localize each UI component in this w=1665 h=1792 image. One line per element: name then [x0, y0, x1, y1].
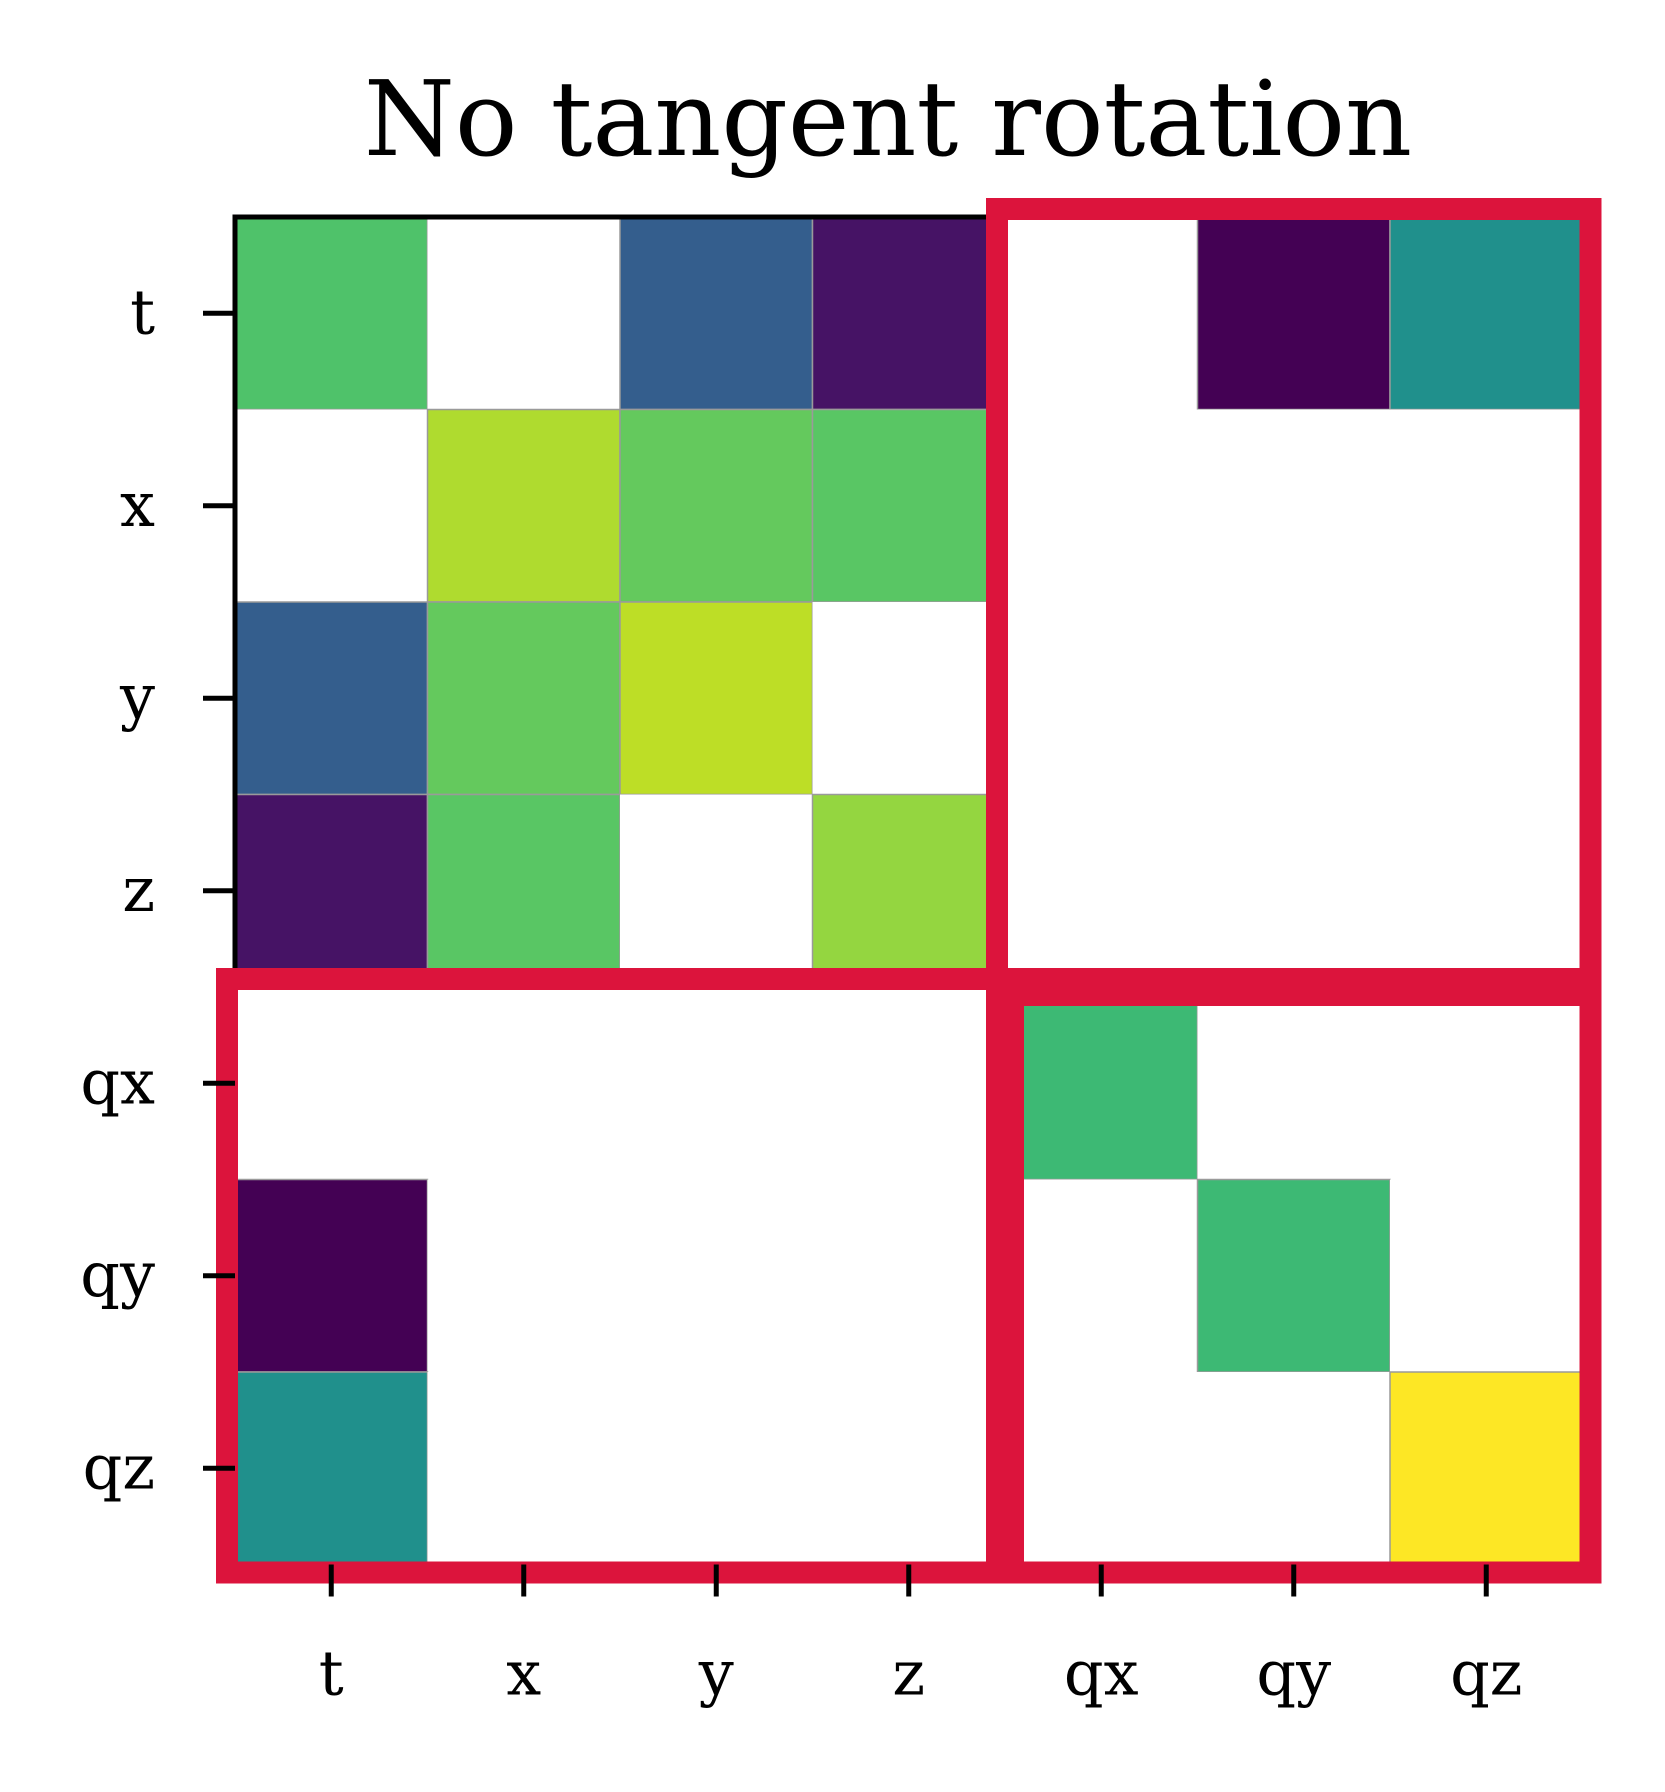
x-tick-label-y: y — [698, 1637, 734, 1710]
chart-title: No tangent rotation — [364, 58, 1412, 180]
heatmap-cell-z-qz — [1390, 794, 1583, 987]
heatmap-cell-z-y — [620, 794, 813, 987]
y-tick-label-qz: qz — [83, 1430, 155, 1503]
x-tick-label-z: z — [892, 1637, 925, 1710]
y-tick-label-z: z — [122, 853, 155, 926]
heatmap-cell-y-x — [426, 601, 621, 796]
x-tick-label-qz: qz — [1450, 1637, 1522, 1710]
heatmap-cell-qx-qy — [1197, 987, 1390, 1180]
heatmap-cell-x-qx — [1005, 409, 1198, 602]
heatmap-cell-z-qy — [1197, 794, 1390, 987]
heatmap-cell-qy-z — [812, 1179, 1005, 1372]
x-tick-labels: t x y z qx qy qz — [319, 1637, 1523, 1710]
y-tick-labels: t x y z qx qy qz — [80, 275, 155, 1503]
heatmap-cell-t-t — [234, 216, 429, 411]
heatmap-cell-qx-z — [812, 987, 1005, 1180]
heatmap-cell-qz-z — [812, 1372, 1005, 1565]
x-tick-label-qy: qy — [1256, 1637, 1331, 1710]
heatmap-cell-qx-y — [620, 987, 813, 1180]
y-tick-label-qx: qx — [80, 1045, 155, 1118]
y-tick-label-qy: qy — [80, 1238, 155, 1311]
heatmap-cell-qy-y — [620, 1179, 813, 1372]
heatmap-cell-t-qy — [1196, 216, 1391, 411]
heatmap-cell-qz-t — [234, 1371, 429, 1566]
axis-ticks — [203, 310, 1489, 1597]
heatmap-cell-y-t — [234, 601, 429, 796]
heatmap-cell-y-z — [812, 602, 1005, 795]
heatmap-cell-x-z — [811, 408, 1006, 603]
heatmap-cell-qz-qx — [1005, 1372, 1198, 1565]
heatmap-cells — [234, 216, 1584, 1566]
heatmap-cell-qz-y — [620, 1372, 813, 1565]
x-tick-label-x: x — [506, 1637, 541, 1710]
heatmap-cell-y-qx — [1005, 602, 1198, 795]
heatmap-cell-qy-qy — [1196, 1178, 1391, 1373]
heatmap-cell-z-x — [426, 793, 621, 988]
heatmap-cell-qy-x — [427, 1179, 620, 1372]
heatmap-cell-z-z — [811, 793, 1006, 988]
heatmap-cell-y-y — [619, 601, 814, 796]
x-tick-label-qx: qx — [1064, 1637, 1139, 1710]
heatmap-cell-t-qx — [1005, 217, 1198, 410]
heatmap-cell-qy-qz — [1390, 1179, 1583, 1372]
y-tick-label-t: t — [130, 275, 155, 348]
y-tick-label-x: x — [120, 468, 155, 541]
heatmap-cell-t-qz — [1389, 216, 1584, 411]
heatmap-cell-qy-qx — [1005, 1179, 1198, 1372]
heatmap-cell-qx-qx — [1004, 986, 1199, 1181]
heatmap-cell-x-x — [426, 408, 621, 603]
y-tick-label-y: y — [119, 660, 155, 733]
highlight-block-1 — [986, 198, 1602, 1006]
heatmap-cell-x-t — [235, 409, 428, 602]
heatmap-cell-y-qy — [1197, 602, 1390, 795]
heatmap-cell-x-qy — [1197, 409, 1390, 602]
heatmap-cell-qz-qy — [1197, 1372, 1390, 1565]
heatmap-cell-t-y — [619, 216, 814, 411]
heatmap-cell-qx-t — [235, 987, 428, 1180]
heatmap-cell-qz-x — [427, 1372, 620, 1565]
x-tick-label-t: t — [319, 1637, 344, 1710]
heatmap-cell-z-t — [234, 793, 429, 988]
heatmap-cell-z-qx — [1005, 794, 1198, 987]
heatmap-cell-qx-x — [427, 987, 620, 1180]
heatmap-cell-x-qz — [1390, 409, 1583, 602]
heatmap-cell-qz-qz — [1389, 1371, 1584, 1566]
heatmap-cell-t-z — [811, 216, 1006, 411]
heatmap-cell-y-qz — [1390, 602, 1583, 795]
heatmap-cell-t-x — [427, 217, 620, 410]
heatmap-cell-x-y — [619, 408, 814, 603]
heatmap-cell-qy-t — [234, 1178, 429, 1373]
heatmap-cell-qx-qz — [1390, 987, 1583, 1180]
